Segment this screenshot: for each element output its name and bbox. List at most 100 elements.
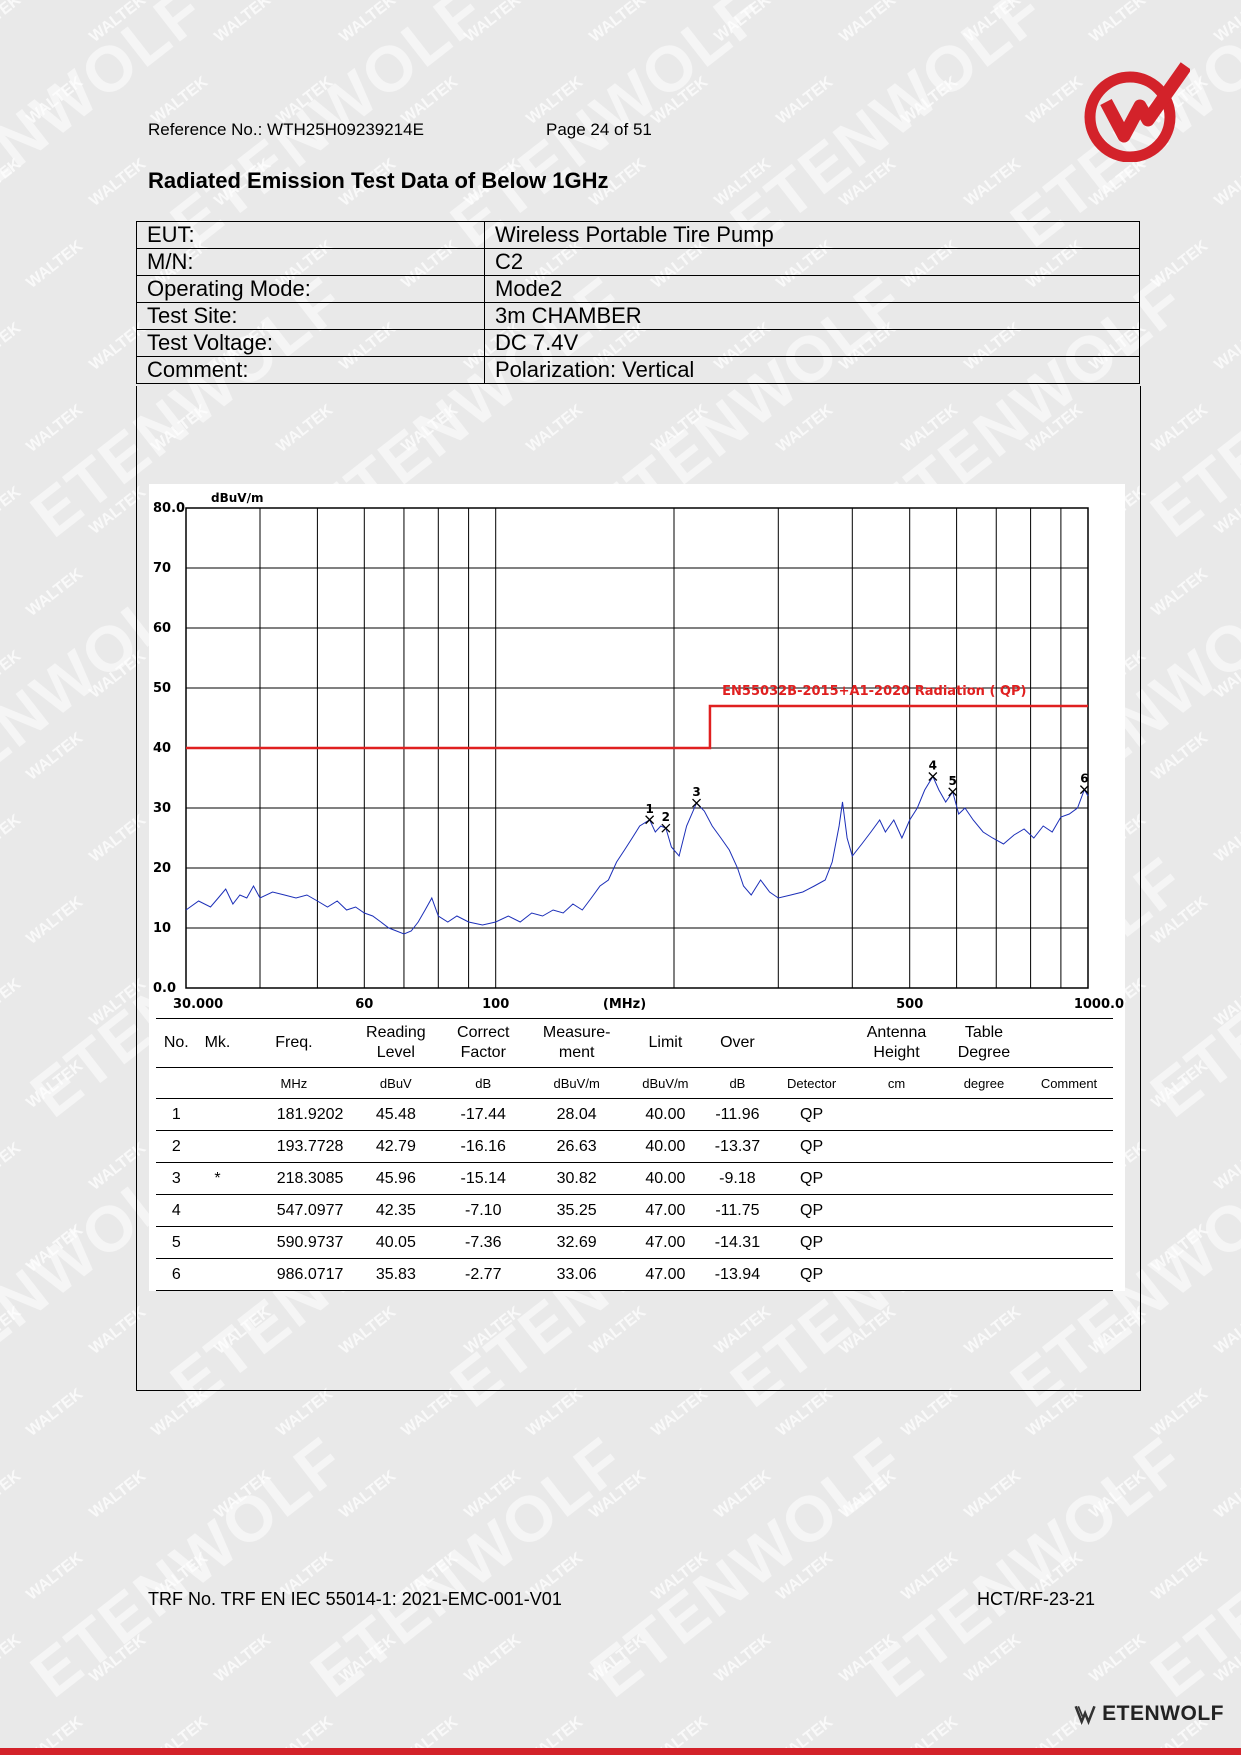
column-header: Reading Level [349, 1018, 443, 1068]
info-row: Comment: Polarization: Vertical [136, 356, 1140, 384]
watermark-text: WALTEK [648, 1385, 712, 1440]
table-cell: -13.94 [701, 1258, 774, 1291]
watermark-text: WALTEK [1148, 1057, 1212, 1112]
y-tick-label: 50 [153, 681, 171, 696]
table-cell [196, 1098, 239, 1131]
watermark-text: WALTEK [961, 0, 1025, 46]
info-row: M/N: C2 [136, 248, 1140, 276]
watermark-text: WALTEK [461, 1467, 525, 1522]
watermark-text: WALTEK [1211, 1467, 1241, 1522]
marker-cross [928, 772, 938, 781]
info-value: DC 7.4V [484, 329, 1140, 357]
watermark-text: WALTEK [961, 1467, 1025, 1522]
watermark-text: WALTEK [23, 729, 87, 784]
watermark-brand-text: ETENWOLF [1137, 263, 1241, 551]
watermark-text: WALTEK [1148, 1385, 1212, 1440]
watermark-text: WALTEK [711, 1631, 775, 1686]
table-cell [942, 1130, 1025, 1163]
watermark-text: WALTEK [23, 73, 87, 128]
emission-trace [185, 775, 1089, 935]
table-cell: -9.18 [701, 1162, 774, 1195]
watermark-text: WALTEK [1148, 893, 1212, 948]
watermark-text: WALTEK [0, 0, 25, 46]
table-cell [196, 1226, 239, 1259]
info-row: Operating Mode: Mode2 [136, 275, 1140, 303]
watermark-text: WALTEK [836, 1631, 900, 1686]
info-row: Test Site: 3m CHAMBER [136, 302, 1140, 330]
watermark-text: WALTEK [1086, 155, 1150, 210]
watermark-text: WALTEK [211, 1467, 275, 1522]
unit-header: dBuV/m [629, 1067, 702, 1099]
watermark-text: WALTEK [711, 0, 775, 46]
table-cell: -7.10 [442, 1194, 525, 1227]
watermark-text: WALTEK [961, 155, 1025, 210]
table-cell: -11.75 [701, 1194, 774, 1227]
table-cell: QP [773, 1098, 851, 1131]
table-row: 2 193.7728 42.79 -16.16 26.63 40.00 -13.37 QP [156, 1130, 1113, 1163]
table-cell: 1 [156, 1098, 197, 1131]
unit-header [196, 1067, 239, 1099]
watermark-text: WALTEK [1148, 729, 1212, 784]
watermark-text: WALTEK [898, 73, 962, 128]
watermark-text: WALTEK [211, 1631, 275, 1686]
limit-line-label: EN55032B-2015+A1-2020 Radiation ( QP) [722, 684, 1026, 699]
table-cell: 547.0977 [238, 1194, 350, 1227]
column-header: No. [156, 1018, 197, 1068]
watermark-text: WALTEK [23, 565, 87, 620]
y-tick-label: 80.0 [153, 501, 185, 516]
watermark-text: WALTEK [86, 0, 150, 46]
marker-cross [661, 823, 671, 833]
table-cell: 2 [156, 1130, 197, 1163]
info-label: Comment: [136, 356, 485, 384]
watermark-text: WALTEK [23, 1549, 87, 1604]
table-cell [1024, 1130, 1113, 1163]
table-cell: 5 [156, 1226, 197, 1259]
table-cell [850, 1162, 943, 1195]
watermark-text: WALTEK [1211, 975, 1241, 1030]
column-header: Correct Factor [442, 1018, 525, 1068]
table-cell: QP [773, 1162, 851, 1195]
watermark-text: WALTEK [773, 1549, 837, 1604]
unit-header: degree [942, 1067, 1025, 1099]
marker-5: 5 [948, 774, 958, 797]
table-cell: 30.82 [524, 1162, 630, 1195]
table-cell [1024, 1162, 1113, 1195]
watermark-text: WALTEK [1211, 155, 1241, 210]
unit-header [156, 1067, 197, 1099]
table-cell: 193.7728 [238, 1130, 350, 1163]
table-cell: -13.37 [701, 1130, 774, 1163]
table-cell [850, 1258, 943, 1291]
brand-name: ETENWOLF [1102, 1702, 1224, 1725]
watermark-text: WALTEK [1211, 483, 1241, 538]
watermark-text: WALTEK [1023, 1385, 1087, 1440]
watermark-text: WALTEK [23, 401, 87, 456]
watermark-text: WALTEK [398, 1385, 462, 1440]
table-cell: 47.00 [629, 1258, 702, 1291]
table-cell: 3 [156, 1162, 197, 1195]
table-cell: 42.35 [349, 1194, 443, 1227]
watermark-text: WALTEK [961, 1631, 1025, 1686]
info-label: Test Site: [136, 302, 485, 330]
table-cell: 26.63 [524, 1130, 630, 1163]
watermark-text: WALTEK [336, 1467, 400, 1522]
table-cell [850, 1130, 943, 1163]
table-cell: -14.31 [701, 1226, 774, 1259]
watermark-text: WALTEK [23, 1221, 87, 1276]
watermark-text: WALTEK [461, 0, 525, 46]
section-title: Radiated Emission Test Data of Below 1GH… [148, 168, 609, 193]
table-cell [196, 1130, 239, 1163]
watermark-brand-text: ETENWOLF [297, 1423, 638, 1711]
watermark-text: WALTEK [336, 0, 400, 46]
watermark-text: WALTEK [1086, 1467, 1150, 1522]
marker-1: 1 [645, 802, 655, 825]
x-tick-label: 60 [355, 997, 373, 1012]
column-header: Antenna Height [850, 1018, 943, 1068]
watermark-text: WALTEK [0, 319, 25, 374]
watermark-text: WALTEK [273, 1385, 337, 1440]
watermark-text: WALTEK [836, 155, 900, 210]
watermark-text: WALTEK [711, 155, 775, 210]
watermark-text: WALTEK [461, 1631, 525, 1686]
table-cell: 45.48 [349, 1098, 443, 1131]
marker-6: 6 [1079, 772, 1089, 795]
company-logo-icon [1084, 62, 1190, 162]
